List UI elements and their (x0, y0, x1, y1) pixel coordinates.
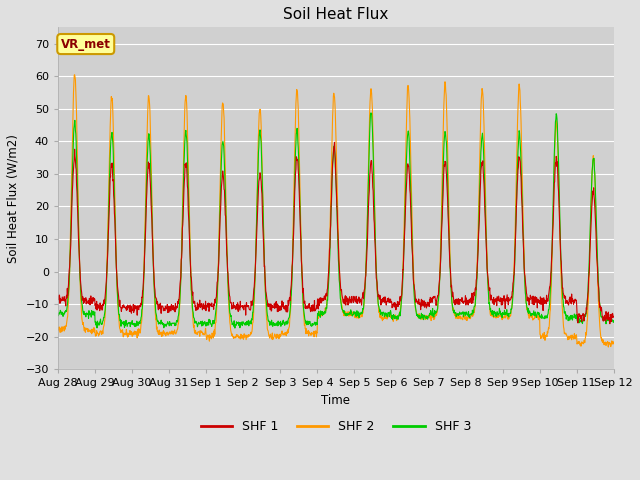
SHF 3 (495, 305, 503, 311)
SHF 1 (240, 307, 248, 313)
Legend: SHF 1, SHF 2, SHF 3: SHF 1, SHF 2, SHF 3 (196, 415, 476, 438)
SHF 1 (331, 139, 339, 145)
SHF 2 (54, 327, 62, 333)
SHF 3 (241, 321, 248, 327)
SHF 3 (231, 325, 239, 331)
Line: SHF 1: SHF 1 (58, 142, 614, 324)
SHF 1 (610, 314, 618, 320)
Text: VR_met: VR_met (61, 37, 111, 50)
SHF 3 (178, 251, 186, 256)
SHF 2 (495, 312, 503, 318)
SHF 3 (545, 307, 552, 312)
SHF 1 (164, 303, 172, 309)
X-axis label: Time: Time (321, 394, 350, 407)
SHF 2 (164, 331, 172, 336)
SHF 2 (178, 228, 186, 234)
SHF 3 (367, 110, 374, 116)
SHF 3 (54, 311, 62, 317)
Y-axis label: Soil Heat Flux (W/m2): Soil Heat Flux (W/m2) (7, 134, 20, 263)
SHF 1 (606, 321, 614, 326)
SHF 1 (422, 305, 430, 311)
Line: SHF 3: SHF 3 (58, 113, 614, 328)
Title: Soil Heat Flux: Soil Heat Flux (283, 7, 388, 22)
SHF 3 (164, 321, 172, 326)
SHF 2 (544, 328, 552, 334)
SHF 3 (423, 315, 431, 321)
SHF 1 (178, 255, 186, 261)
SHF 2 (610, 339, 618, 345)
Line: SHF 2: SHF 2 (58, 75, 614, 347)
SHF 2 (422, 313, 430, 319)
SHF 1 (495, 296, 503, 301)
SHF 1 (544, 298, 552, 303)
SHF 2 (71, 72, 79, 78)
SHF 2 (605, 344, 612, 350)
SHF 1 (54, 293, 62, 299)
SHF 2 (241, 331, 248, 336)
SHF 3 (610, 318, 618, 324)
